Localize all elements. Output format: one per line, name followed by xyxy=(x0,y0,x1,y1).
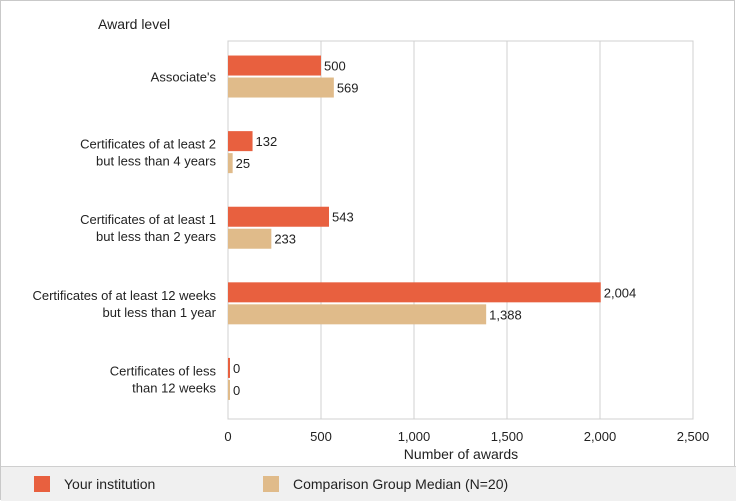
bar-chart: Award level 500 569 132 25 543 233 2,004 1,388 0… xyxy=(32,16,709,462)
bar-value-label: 132 xyxy=(256,134,278,149)
category-label: Certificates of at least 2 xyxy=(80,137,216,152)
legend: Your institution Comparison Group Median… xyxy=(1,466,736,501)
bar xyxy=(228,379,230,400)
x-tick-label: 2,000 xyxy=(584,429,617,444)
category-label: but less than 2 years xyxy=(96,229,216,244)
bar xyxy=(228,77,334,98)
bar xyxy=(228,55,321,76)
y-axis-title: Award level xyxy=(98,16,170,32)
legend-swatch-your-institution xyxy=(34,476,50,492)
x-tick-label: 0 xyxy=(224,429,231,444)
bar-value-label: 543 xyxy=(332,210,354,225)
bar-value-label: 0 xyxy=(233,383,240,398)
bar-value-label: 2,004 xyxy=(604,285,637,300)
x-tick-labels: 0 500 1,000 1,500 2,000 2,500 xyxy=(224,429,709,444)
x-tick-label: 1,500 xyxy=(491,429,524,444)
grid-lines xyxy=(227,40,694,420)
legend-swatch-comparison-median xyxy=(263,476,279,492)
bar-value-label: 500 xyxy=(324,59,346,74)
bars xyxy=(228,55,601,400)
bar-value-labels: 500 569 132 25 543 233 2,004 1,388 0 0 xyxy=(233,59,636,398)
category-label: but less than 4 years xyxy=(96,154,216,169)
bar xyxy=(228,153,233,174)
category-label: Certificates of less xyxy=(110,363,217,378)
bar xyxy=(228,228,272,249)
legend-item-comparison-median: Comparison Group Median (N=20) xyxy=(263,467,508,501)
bar xyxy=(228,131,253,152)
category-labels: Associate's Certificates of at least 2 but… xyxy=(32,70,216,396)
bar-value-label: 0 xyxy=(233,361,240,376)
bar-value-label: 25 xyxy=(236,156,250,171)
category-label: Certificates of at least 12 weeks xyxy=(32,288,216,303)
bar-value-label: 1,388 xyxy=(489,307,522,322)
legend-label-comparison-median: Comparison Group Median (N=20) xyxy=(293,476,509,492)
bar xyxy=(228,357,230,378)
bar-value-label: 233 xyxy=(274,232,296,247)
category-label: Associate's xyxy=(151,70,217,85)
legend-item-your-institution: Your institution xyxy=(34,467,155,501)
category-label: but less than 1 year xyxy=(103,305,217,320)
category-label: than 12 weeks xyxy=(132,380,216,395)
category-label: Certificates of at least 1 xyxy=(80,212,216,227)
bar xyxy=(228,282,601,303)
x-tick-label: 500 xyxy=(310,429,332,444)
bar xyxy=(228,206,329,227)
plot-area-border xyxy=(227,40,694,420)
bar xyxy=(228,304,487,325)
x-tick-label: 2,500 xyxy=(677,429,710,444)
x-axis-title: Number of awards xyxy=(404,446,518,462)
legend-label-your-institution: Your institution xyxy=(64,476,156,492)
x-tick-label: 1,000 xyxy=(398,429,431,444)
bar-value-label: 569 xyxy=(337,81,359,96)
